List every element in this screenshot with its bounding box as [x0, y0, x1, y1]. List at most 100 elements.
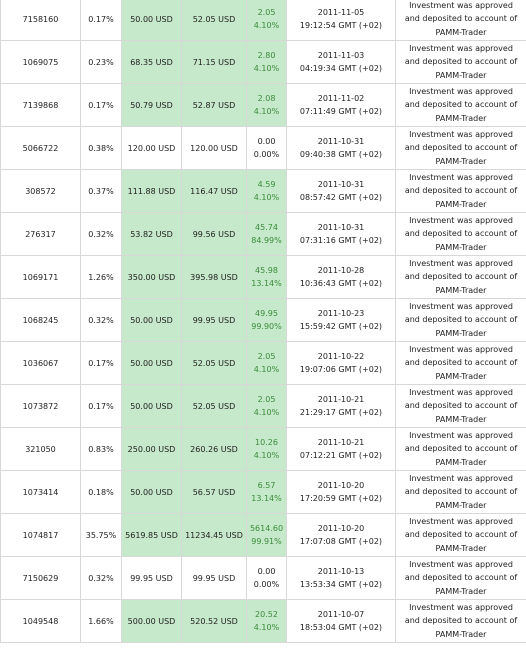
share: 0.32% [80, 298, 122, 342]
profit-text: 2.05 [257, 395, 276, 404]
date-time-text: 2011-10-21 [317, 438, 365, 447]
current-amount-text: 99.95 USD [192, 573, 236, 583]
invested-amount-text: 120.00 USD [127, 143, 176, 153]
account-id-text: 7150629 [22, 573, 59, 583]
invested-amount-text: 99.95 USD [130, 573, 173, 583]
date-time-text: 09:40:38 GMT (+02) [299, 150, 383, 159]
account-id-text: 308572 [25, 186, 56, 196]
share: 0.32% [80, 212, 122, 256]
current-amount: 11234.45 USD [181, 513, 247, 557]
account-id: 1069075 [0, 40, 81, 84]
date-time-text: 18:53:04 GMT (+02) [299, 623, 383, 632]
status-text: Investment was approved and deposited to… [404, 129, 518, 166]
current-amount: 99.95 USD [181, 298, 247, 342]
profit-text: 0.00% [253, 150, 280, 159]
invested-amount-text: 350.00 USD [127, 272, 176, 282]
current-amount: 99.56 USD [181, 212, 247, 256]
account-id-text: 276317 [25, 229, 56, 239]
share: 0.17% [80, 341, 122, 385]
date-time-text: 2011-11-02 [317, 94, 365, 103]
invested-amount: 500.00 USD [121, 599, 182, 643]
current-amount-text: 520.52 USD [190, 616, 238, 626]
date-time-text: 04:19:34 GMT (+02) [299, 64, 383, 73]
status: Investment was approved and deposited to… [395, 126, 526, 170]
status-text: Investment was approved and deposited to… [404, 0, 518, 37]
profit-text: 99.91% [251, 537, 282, 546]
profit-text: 4.10% [253, 623, 280, 632]
current-amount-text: 52.05 USD [192, 358, 236, 368]
current-amount-text: 99.95 USD [192, 315, 236, 325]
status: Investment was approved and deposited to… [395, 255, 526, 299]
date-time-text: 17:07:08 GMT (+02) [299, 537, 383, 546]
account-id-text: 1069171 [22, 272, 59, 282]
profit-text: 0.00 [257, 567, 276, 576]
current-amount-text: 99.56 USD [192, 229, 236, 239]
profit: 4.59 4.10% [246, 169, 287, 213]
status: Investment was approved and deposited to… [395, 341, 526, 385]
date-time-text: 2011-10-20 [317, 481, 365, 490]
share-text: 0.17% [88, 14, 114, 24]
account-id: 1036067 [0, 341, 81, 385]
account-id: 1074817 [0, 513, 81, 557]
date-time: 2011-10-31 08:57:42 GMT (+02) [286, 169, 396, 213]
invested-amount: 250.00 USD [121, 427, 182, 471]
profit: 2.05 4.10% [246, 341, 287, 385]
share-text: 0.17% [88, 358, 114, 368]
current-amount-text: 56.57 USD [192, 487, 236, 497]
status-text: Investment was approved and deposited to… [404, 387, 518, 424]
date-time-text: 2011-10-23 [317, 309, 365, 318]
current-amount: 116.47 USD [181, 169, 247, 213]
invested-amount-text: 68.35 USD [130, 57, 173, 67]
date-time-text: 17:20:59 GMT (+02) [299, 494, 383, 503]
profit-text: 4.10% [253, 193, 280, 202]
invested-amount-text: 500.00 USD [127, 616, 176, 626]
profit-text: 13.14% [251, 279, 282, 288]
invested-amount: 53.82 USD [121, 212, 182, 256]
profit: 2.05 4.10% [246, 0, 287, 41]
date-time: 2011-10-21 21:29:17 GMT (+02) [286, 384, 396, 428]
share-text: 0.17% [88, 401, 114, 411]
current-amount-text: 395.98 USD [190, 272, 238, 282]
profit-text: 0.00% [253, 580, 280, 589]
date-time: 2011-10-07 18:53:04 GMT (+02) [286, 599, 396, 643]
status-text: Investment was approved and deposited to… [404, 301, 518, 338]
profit: 45.98 13.14% [246, 255, 287, 299]
invested-amount-text: 50.00 USD [130, 487, 173, 497]
current-amount: 520.52 USD [181, 599, 247, 643]
current-amount-text: 11234.45 USD [185, 530, 243, 540]
current-amount: 52.05 USD [181, 341, 247, 385]
share-text: 0.23% [88, 57, 114, 67]
invested-amount-text: 50.00 USD [130, 315, 173, 325]
invested-amount-text: 53.82 USD [130, 229, 173, 239]
share-text: 35.75% [85, 530, 117, 540]
profit-text: 20.52 [255, 610, 278, 619]
status-text: Investment was approved and deposited to… [404, 473, 518, 510]
date-time-text: 07:12:21 GMT (+02) [299, 451, 383, 460]
profit-text: 5614.60 [249, 524, 284, 533]
current-amount-text: 116.47 USD [190, 186, 238, 196]
investment-row: 1068245 0.32% 50.00 USD 99.95 USD 49.95 99.90… [0, 298, 526, 342]
profit: 0.00 0.00% [246, 126, 287, 170]
profit: 5614.60 99.91% [246, 513, 287, 557]
invested-amount: 50.00 USD [121, 0, 182, 41]
profit-text: 4.10% [253, 451, 280, 460]
current-amount-text: 120.00 USD [190, 143, 238, 153]
investment-row: 321050 0.83% 250.00 USD 260.26 USD 10.26 4.10… [0, 427, 526, 471]
status: Investment was approved and deposited to… [395, 0, 526, 41]
investment-row: 1073414 0.18% 50.00 USD 56.57 USD 6.57 13.14%… [0, 470, 526, 514]
invested-amount: 350.00 USD [121, 255, 182, 299]
invested-amount-text: 50.00 USD [130, 358, 173, 368]
account-id-text: 7158160 [22, 14, 59, 24]
profit-text: 4.10% [253, 21, 280, 30]
profit: 6.57 13.14% [246, 470, 287, 514]
current-amount-text: 71.15 USD [192, 57, 236, 67]
profit-text: 4.10% [253, 408, 280, 417]
investment-row: 1069171 1.26% 350.00 USD 395.98 USD 45.98 13.… [0, 255, 526, 299]
profit-text: 99.90% [251, 322, 282, 331]
date-time-text: 10:36:43 GMT (+02) [299, 279, 383, 288]
date-time: 2011-10-28 10:36:43 GMT (+02) [286, 255, 396, 299]
date-time-text: 19:12:54 GMT (+02) [299, 21, 383, 30]
status: Investment was approved and deposited to… [395, 40, 526, 84]
date-time-text: 2011-10-20 [317, 524, 365, 533]
status: Investment was approved and deposited to… [395, 384, 526, 428]
